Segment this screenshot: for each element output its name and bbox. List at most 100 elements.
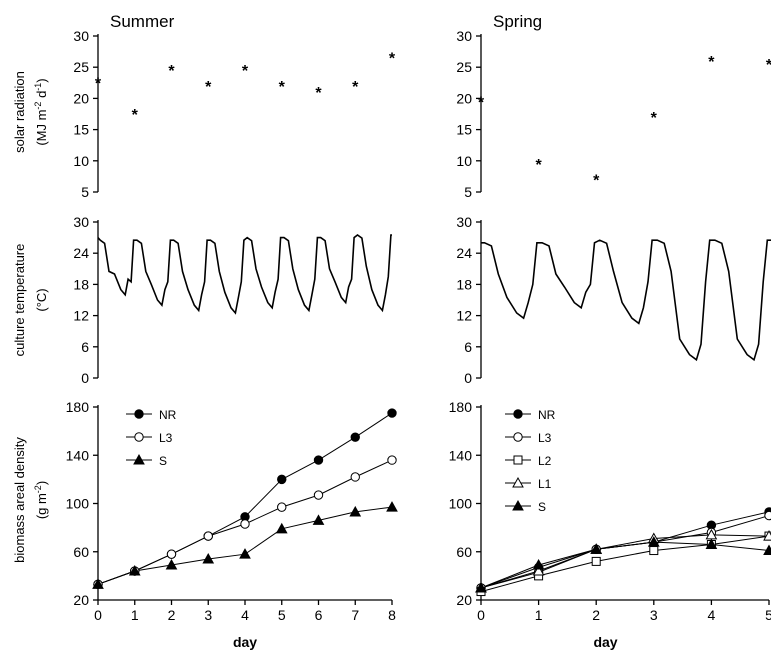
data-point (312, 514, 325, 525)
legend-label: S (538, 500, 546, 514)
y-tick-label: 15 (73, 122, 89, 138)
data-point (349, 505, 362, 517)
data-point: * (535, 157, 542, 174)
y-tick-label: 30 (73, 214, 89, 230)
y-tick-label: 30 (73, 28, 89, 44)
data-point (386, 501, 398, 512)
data-point (128, 565, 141, 576)
y-tick-label: 140 (66, 447, 90, 463)
y-tick-label: 5 (464, 184, 472, 200)
temperature-line (481, 239, 771, 362)
y-tick-label: 5 (81, 184, 89, 200)
y-tick-label: 20 (456, 90, 472, 106)
data-point (277, 502, 287, 512)
data-point (387, 408, 397, 418)
temperature-line (97, 234, 392, 315)
data-point: * (279, 79, 286, 96)
spring-biomass-legend: NR L3 L2 L1 S (505, 408, 556, 514)
y-tick-label: 12 (73, 308, 89, 324)
data-point (239, 548, 251, 559)
x-tick-label: 2 (168, 607, 176, 623)
spring-biomass-series (475, 507, 771, 597)
x-tick-label: 4 (241, 607, 249, 623)
data-point (202, 552, 215, 564)
svg-text:(°C): (°C) (34, 288, 49, 311)
x-tick-label: 2 (592, 607, 600, 623)
data-point (513, 455, 523, 465)
data-point (590, 543, 603, 554)
legend-label: S (159, 454, 167, 468)
x-tick-label: 6 (315, 607, 323, 623)
data-point: * (205, 79, 212, 96)
data-point (764, 510, 771, 521)
data-point (513, 409, 523, 419)
data-point (350, 472, 360, 482)
y-tick-label: 30 (456, 28, 472, 44)
data-point (92, 578, 104, 589)
data-point: * (132, 107, 139, 124)
y-tick-label: 25 (456, 59, 472, 75)
data-point (475, 581, 487, 593)
y-tick-label: 30 (456, 214, 472, 230)
data-point (203, 531, 213, 541)
x-tick-label: 1 (131, 607, 139, 623)
data-point: * (708, 54, 715, 71)
spring-solar-points: ******* (478, 54, 771, 190)
data-point: * (168, 63, 175, 80)
data-point (133, 453, 145, 465)
summer-biomass-axes: 20 60 100 140 180 0 1 2 3 4 5 6 7 8 day (66, 399, 396, 650)
y-tick-label: 100 (66, 496, 90, 512)
y-tick-label: 10 (73, 153, 89, 169)
data-point (512, 499, 524, 511)
y-tick-label: 6 (81, 339, 89, 355)
y-tick-label: 10 (456, 153, 472, 169)
data-point (647, 536, 660, 547)
x-tick-label: 7 (351, 607, 359, 623)
x-tick-label: 3 (204, 607, 212, 623)
data-point (763, 530, 771, 541)
series-line-L3 (480, 514, 771, 589)
y-tick-label: 180 (449, 399, 473, 415)
data-point (313, 455, 324, 465)
data-point (512, 476, 524, 488)
y-tick-label: 180 (66, 399, 90, 415)
data-point (591, 556, 601, 566)
svg-text:culture temperature: culture temperature (12, 244, 27, 357)
data-point (705, 538, 718, 550)
svg-text:biomass areal density: biomass areal density (12, 437, 27, 563)
spring-title: Spring (493, 12, 542, 31)
data-point: * (315, 85, 322, 102)
data-point (240, 519, 250, 529)
y-tick-label: 60 (456, 544, 472, 560)
series-line-L2 (480, 535, 771, 593)
x-axis-label: day (593, 634, 617, 650)
x-tick-label: 4 (708, 607, 716, 623)
y-tick-label: 24 (73, 245, 89, 261)
data-point: * (766, 57, 771, 74)
summer-temp-trace (97, 234, 392, 315)
series-line-S (480, 541, 771, 589)
svg-text:(MJ m-2 d-1): (MJ m-2 d-1) (33, 78, 49, 145)
data-point (532, 565, 545, 576)
spring-biomass-axes: 20601001401800123456day (449, 399, 771, 650)
y-tick-label: 24 (456, 245, 472, 261)
y-tick-label: 25 (73, 59, 89, 75)
y-tick-label: 6 (464, 339, 472, 355)
x-tick-label: 5 (765, 607, 771, 623)
temp-ylabel: culture temperature (°C) (12, 244, 49, 357)
x-tick-label: 0 (477, 607, 485, 623)
data-point: * (95, 76, 102, 93)
data-point: * (242, 63, 249, 80)
data-point (165, 558, 178, 570)
data-point (313, 490, 324, 500)
data-point: * (593, 172, 600, 189)
svg-text:solar radiation: solar radiation (12, 71, 27, 153)
x-axis-label: day (233, 634, 257, 650)
svg-text:(g m-2): (g m-2) (33, 481, 49, 519)
spring-temp-axes: 0 6 12 18 24 30 (456, 214, 482, 386)
y-tick-label: 0 (464, 370, 472, 386)
y-tick-label: 0 (81, 370, 89, 386)
data-point: * (352, 79, 359, 96)
data-point (166, 549, 177, 559)
